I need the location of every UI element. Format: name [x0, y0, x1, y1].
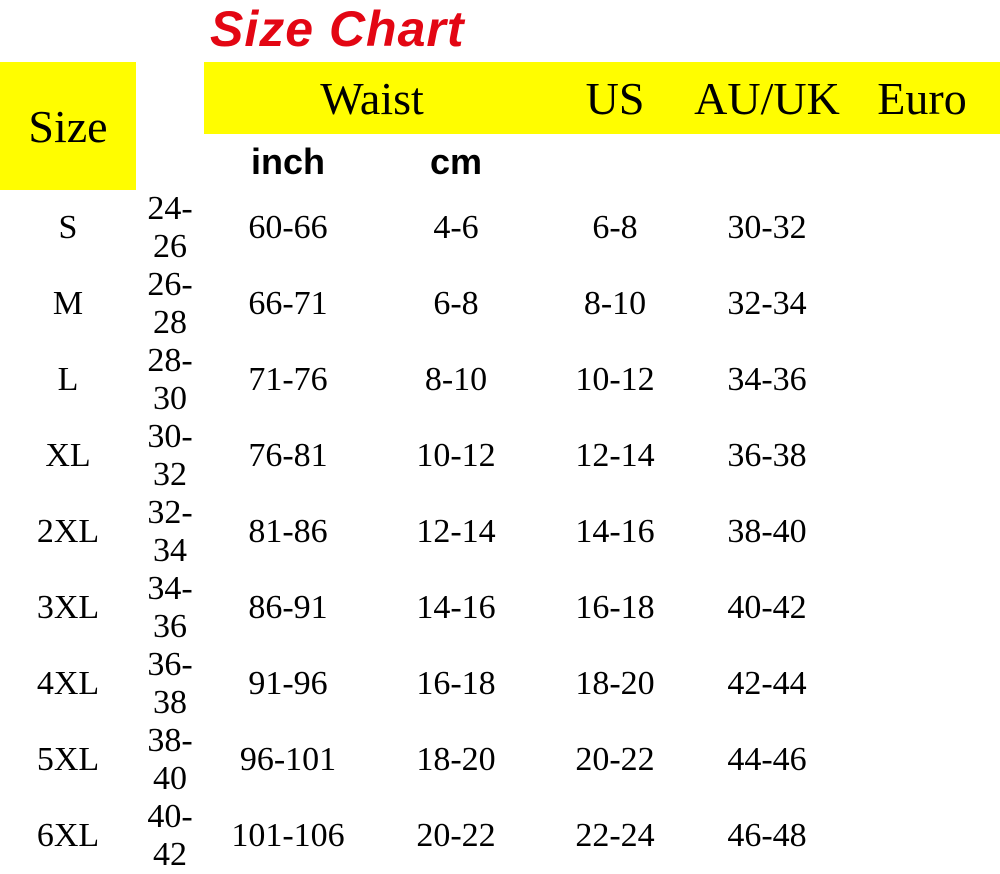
subheader-cm: cm: [372, 134, 540, 190]
cell-us: 6-8: [372, 266, 540, 342]
cell-inch: 30-32: [136, 418, 204, 494]
header-waist: Waist: [204, 62, 540, 134]
blank-cell: [0, 0, 136, 62]
table-row: M26-2866-716-88-1032-34: [0, 266, 1000, 342]
cell-euro: 46-48: [690, 798, 844, 874]
cell-inch: 28-30: [136, 342, 204, 418]
size-chart-container: Size Chart Size Waist US AU/UK Euro i: [0, 0, 1000, 670]
cell-auuk: 16-18: [540, 570, 690, 646]
table-row: 5XL38-4096-10118-2020-2244-46: [0, 722, 1000, 798]
table-row: 4XL36-3891-9616-1818-2042-44: [0, 646, 1000, 722]
header-size: Size: [0, 62, 136, 190]
cell-cm: 91-96: [204, 646, 372, 722]
header-euro: Euro: [844, 62, 1000, 134]
table-row: L28-3071-768-1010-1234-36: [0, 342, 1000, 418]
blank-cell: [540, 134, 690, 190]
cell-size: 6XL: [0, 798, 136, 874]
cell-euro: 42-44: [690, 646, 844, 722]
cell-auuk: 20-22: [540, 722, 690, 798]
cell-us: 20-22: [372, 798, 540, 874]
cell-size: 2XL: [0, 494, 136, 570]
cell-inch: 38-40: [136, 722, 204, 798]
subheader-inch: inch: [204, 134, 372, 190]
cell-size: 4XL: [0, 646, 136, 722]
cell-euro: 30-32: [690, 190, 844, 266]
cell-us: 8-10: [372, 342, 540, 418]
cell-euro: 40-42: [690, 570, 844, 646]
cell-cm: 60-66: [204, 190, 372, 266]
cell-cm: 101-106: [204, 798, 372, 874]
cell-auuk: 12-14: [540, 418, 690, 494]
table-header-row: Size Waist US AU/UK Euro: [0, 62, 1000, 134]
blank-cell: [690, 134, 844, 190]
cell-inch: 34-36: [136, 570, 204, 646]
cell-cm: 66-71: [204, 266, 372, 342]
cell-inch: 32-34: [136, 494, 204, 570]
cell-auuk: 6-8: [540, 190, 690, 266]
cell-cm: 86-91: [204, 570, 372, 646]
cell-us: 18-20: [372, 722, 540, 798]
cell-auuk: 22-24: [540, 798, 690, 874]
table-row: S24-2660-664-66-830-32: [0, 190, 1000, 266]
cell-us: 12-14: [372, 494, 540, 570]
cell-us: 10-12: [372, 418, 540, 494]
cell-euro: 38-40: [690, 494, 844, 570]
table-row: XL30-3276-8110-1212-1436-38: [0, 418, 1000, 494]
size-table: Size Waist US AU/UK Euro inch cm S24-266…: [0, 0, 1000, 874]
cell-size: M: [0, 266, 136, 342]
cell-auuk: 18-20: [540, 646, 690, 722]
cell-auuk: 10-12: [540, 342, 690, 418]
cell-size: L: [0, 342, 136, 418]
cell-cm: 76-81: [204, 418, 372, 494]
cell-inch: 36-38: [136, 646, 204, 722]
cell-euro: 44-46: [690, 722, 844, 798]
cell-cm: 81-86: [204, 494, 372, 570]
table-row: 2XL32-3481-8612-1414-1638-40: [0, 494, 1000, 570]
cell-euro: 36-38: [690, 418, 844, 494]
table-row: 3XL34-3686-9114-1616-1840-42: [0, 570, 1000, 646]
gap-column: [136, 62, 204, 190]
cell-size: S: [0, 190, 136, 266]
cell-euro: 34-36: [690, 342, 844, 418]
cell-inch: 26-28: [136, 266, 204, 342]
header-us: US: [540, 62, 690, 134]
cell-inch: 24-26: [136, 190, 204, 266]
cell-auuk: 14-16: [540, 494, 690, 570]
table-row: 6XL40-42101-10620-2222-2446-48: [0, 798, 1000, 874]
cell-us: 14-16: [372, 570, 540, 646]
cell-size: 5XL: [0, 722, 136, 798]
cell-us: 4-6: [372, 190, 540, 266]
cell-size: 3XL: [0, 570, 136, 646]
blank-cell: [844, 134, 1000, 190]
cell-us: 16-18: [372, 646, 540, 722]
cell-size: XL: [0, 418, 136, 494]
title-spacer: [136, 0, 1000, 62]
cell-cm: 96-101: [204, 722, 372, 798]
cell-cm: 71-76: [204, 342, 372, 418]
cell-euro: 32-34: [690, 266, 844, 342]
cell-auuk: 8-10: [540, 266, 690, 342]
table-title-row: [0, 0, 1000, 62]
cell-inch: 40-42: [136, 798, 204, 874]
header-auuk: AU/UK: [690, 62, 844, 134]
